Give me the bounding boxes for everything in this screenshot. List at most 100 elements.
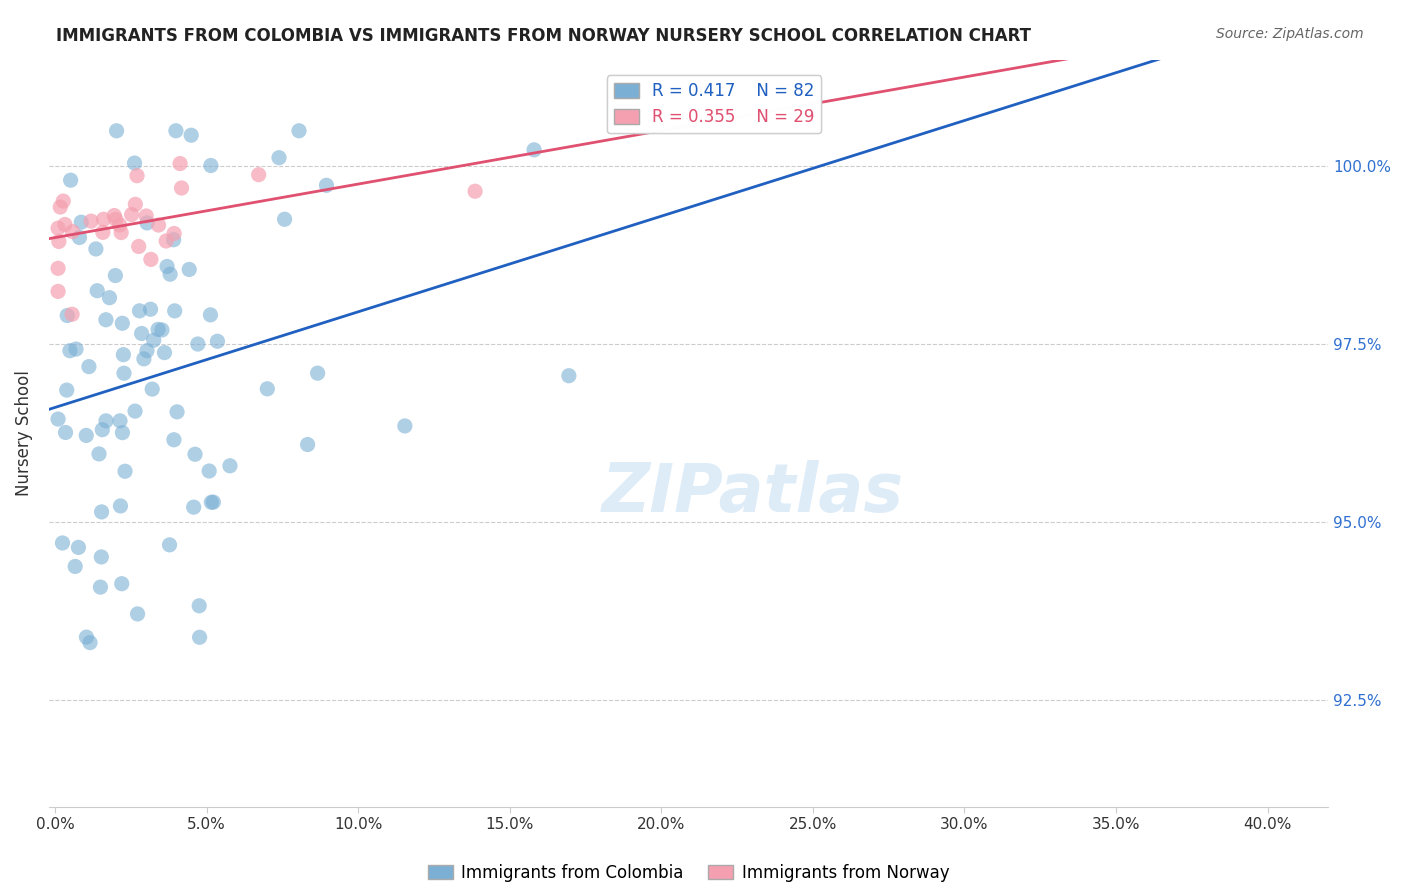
Immigrants from Colombia [163,303,186,318]
Immigrants from Colombia [111,425,134,440]
Immigrants from Colombia [297,437,319,451]
Immigrants from Norway [93,212,115,227]
Y-axis label: Nursery School: Nursery School [15,370,32,496]
Immigrants from Colombia [108,414,131,428]
Immigrants from Colombia [141,382,163,396]
Immigrants from Colombia [59,173,82,187]
Immigrants from Colombia [162,233,184,247]
Immigrants from Norway [121,208,143,222]
Immigrants from Colombia [127,607,149,621]
Immigrants from Norway [80,214,103,228]
Immigrants from Colombia [136,343,159,358]
Immigrants from Colombia [256,382,278,396]
Immigrants from Colombia [183,500,205,515]
Immigrants from Colombia [267,151,290,165]
Immigrants from Norway [169,156,191,170]
Immigrants from Colombia [187,337,209,351]
Immigrants from Colombia [200,159,222,173]
Immigrants from Norway [91,225,114,239]
Immigrants from Norway [46,221,69,235]
Immigrants from Colombia [75,630,97,644]
Immigrants from Colombia [79,635,101,649]
Immigrants from Colombia [63,559,86,574]
Immigrants from Colombia [159,538,181,552]
Immigrants from Norway [155,234,177,248]
Immigrants from Norway [124,197,146,211]
Immigrants from Norway [46,285,69,299]
Immigrants from Colombia [219,458,242,473]
Immigrants from Norway [464,184,486,198]
Immigrants from Colombia [91,423,114,437]
Immigrants from Colombia [146,322,169,336]
Immigrants from Norway [139,252,162,267]
Immigrants from Colombia [69,230,91,244]
Immigrants from Colombia [139,302,162,317]
Immigrants from Colombia [104,268,127,283]
Immigrants from Colombia [94,312,117,326]
Immigrants from Colombia [159,267,181,281]
Text: Source: ZipAtlas.com: Source: ZipAtlas.com [1216,27,1364,41]
Immigrants from Colombia [55,383,77,397]
Immigrants from Colombia [55,425,77,440]
Immigrants from Colombia [188,630,211,644]
Immigrants from Colombia [89,580,111,594]
Immigrants from Norway [135,209,157,223]
Immigrants from Colombia [166,405,188,419]
Immigrants from Norway [247,168,270,182]
Immigrants from Colombia [51,536,73,550]
Immigrants from Norway [46,261,69,276]
Immigrants from Colombia [112,348,135,362]
Immigrants from Colombia [198,464,221,478]
Immigrants from Colombia [124,404,146,418]
Immigrants from Colombia [98,291,121,305]
Immigrants from Colombia [111,576,134,591]
Immigrants from Norway [163,227,186,241]
Immigrants from Colombia [153,345,176,359]
Immigrants from Colombia [184,447,207,461]
Immigrants from Colombia [94,414,117,428]
Legend: R = 0.417    N = 82, R = 0.355    N = 29: R = 0.417 N = 82, R = 0.355 N = 29 [607,76,821,133]
Immigrants from Colombia [179,262,201,277]
Immigrants from Norway [60,307,83,321]
Immigrants from Norway [62,225,84,239]
Immigrants from Colombia [142,333,165,347]
Immigrants from Colombia [165,124,187,138]
Immigrants from Colombia [77,359,100,374]
Immigrants from Colombia [150,323,173,337]
Text: IMMIGRANTS FROM COLOMBIA VS IMMIGRANTS FROM NORWAY NURSERY SCHOOL CORRELATION CH: IMMIGRANTS FROM COLOMBIA VS IMMIGRANTS F… [56,27,1031,45]
Immigrants from Norway [103,209,125,223]
Immigrants from Norway [48,235,70,249]
Immigrants from Colombia [307,366,329,380]
Immigrants from Colombia [131,326,153,341]
Immigrants from Colombia [200,495,222,509]
Immigrants from Colombia [46,412,69,426]
Immigrants from Colombia [84,242,107,256]
Immigrants from Colombia [128,303,150,318]
Immigrants from Colombia [315,178,337,193]
Immigrants from Colombia [394,419,416,434]
Immigrants from Colombia [56,309,79,323]
Immigrants from Colombia [90,549,112,564]
Immigrants from Norway [170,181,193,195]
Immigrants from Norway [108,218,131,232]
Immigrants from Colombia [523,143,546,157]
Immigrants from Colombia [65,342,87,356]
Immigrants from Colombia [110,499,132,513]
Immigrants from Colombia [207,334,229,349]
Immigrants from Colombia [59,343,82,358]
Immigrants from Colombia [202,495,225,509]
Immigrants from Colombia [70,215,93,229]
Immigrants from Colombia [200,308,222,322]
Immigrants from Colombia [163,433,186,447]
Immigrants from Colombia [124,156,146,170]
Immigrants from Norway [52,194,75,208]
Immigrants from Colombia [136,216,159,230]
Immigrants from Colombia [288,124,311,138]
Immigrants from Colombia [105,124,128,138]
Immigrants from Colombia [156,260,179,274]
Immigrants from Norway [104,212,127,227]
Immigrants from Colombia [132,351,155,366]
Immigrants from Norway [128,239,150,253]
Immigrants from Colombia [75,428,97,442]
Immigrants from Colombia [273,212,295,227]
